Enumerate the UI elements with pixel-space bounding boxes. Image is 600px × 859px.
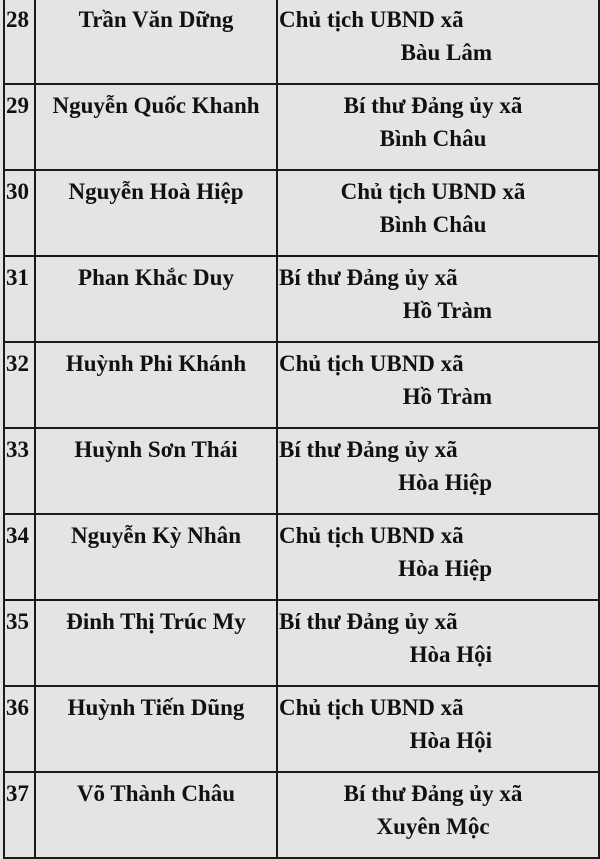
table-row: 30 Nguyễn Hoà Hiệp Chủ tịch UBND xã Bình… xyxy=(3,169,600,257)
row-number: 37 xyxy=(3,771,36,859)
position-title: Chủ tịch UBND xã xyxy=(279,351,464,376)
commune-name: Bàu Lâm xyxy=(400,40,492,65)
position-cell: Chủ tịch UBND xã Bàu Lâm xyxy=(276,0,600,85)
position-cell: Bí thư Đảng ủy xã Xuyên Mộc xyxy=(276,771,600,859)
row-number: 28 xyxy=(3,0,36,85)
commune-name: Hòa Hội xyxy=(409,728,492,753)
position-cell: Bí thư Đảng ủy xã Hòa Hiệp xyxy=(276,427,600,515)
position-cell: Chủ tịch UBND xã Bình Châu xyxy=(276,169,600,257)
position-title: Chủ tịch UBND xã xyxy=(279,695,464,720)
official-name: Phan Khắc Duy xyxy=(34,255,278,343)
position-title: Chủ tịch UBND xã xyxy=(340,179,526,204)
table-row: 31 Phan Khắc Duy Bí thư Đảng ủy xã Hồ Tr… xyxy=(3,255,600,343)
position-title: Bí thư Đảng ủy xã xyxy=(279,437,458,462)
position-cell: Bí thư Đảng ủy xã Hòa Hội xyxy=(276,599,600,687)
position-title: Chủ tịch UBND xã xyxy=(279,523,464,548)
official-name: Huỳnh Tiến Dũng xyxy=(34,685,278,773)
commune-name: Xuyên Mộc xyxy=(376,814,490,839)
table-row: 33 Huỳnh Sơn Thái Bí thư Đảng ủy xã Hòa … xyxy=(3,427,600,515)
table-row: 35 Đinh Thị Trúc My Bí thư Đảng ủy xã Hò… xyxy=(3,599,600,687)
official-name: Huỳnh Sơn Thái xyxy=(34,427,278,515)
row-number: 36 xyxy=(3,685,36,773)
official-name: Nguyễn Quốc Khanh xyxy=(34,83,278,171)
official-name: Huỳnh Phi Khánh xyxy=(34,341,278,429)
position-title: Bí thư Đảng ủy xã xyxy=(343,781,523,806)
position-cell: Chủ tịch UBND xã Hòa Hội xyxy=(276,685,600,773)
position-cell: Chủ tịch UBND xã Hòa Hiệp xyxy=(276,513,600,601)
position-title: Chủ tịch UBND xã xyxy=(279,7,464,32)
row-number: 32 xyxy=(3,341,36,429)
table-row: 34 Nguyễn Kỳ Nhân Chủ tịch UBND xã Hòa H… xyxy=(3,513,600,601)
official-name: Nguyễn Hoà Hiệp xyxy=(34,169,278,257)
commune-name: Bình Châu xyxy=(379,126,487,151)
row-number: 30 xyxy=(3,169,36,257)
official-name: Võ Thành Châu xyxy=(34,771,278,859)
row-number: 31 xyxy=(3,255,36,343)
commune-name: Hồ Tràm xyxy=(402,298,492,323)
position-cell: Bí thư Đảng ủy xã Hồ Tràm xyxy=(276,255,600,343)
table-row: 32 Huỳnh Phi Khánh Chủ tịch UBND xã Hồ T… xyxy=(3,341,600,429)
commune-name: Hòa Hiệp xyxy=(398,470,492,495)
row-number: 35 xyxy=(3,599,36,687)
table-row: 29 Nguyễn Quốc Khanh Bí thư Đảng ủy xã B… xyxy=(3,83,600,171)
position-cell: Bí thư Đảng ủy xã Bình Châu xyxy=(276,83,600,171)
position-title: Bí thư Đảng ủy xã xyxy=(279,609,458,634)
position-title: Bí thư Đảng ủy xã xyxy=(343,93,523,118)
position-cell: Chủ tịch UBND xã Hồ Tràm xyxy=(276,341,600,429)
table-row: 28 Trần Văn Dững Chủ tịch UBND xã Bàu Lâ… xyxy=(3,0,600,85)
official-name: Trần Văn Dững xyxy=(34,0,278,85)
commune-name: Hòa Hội xyxy=(409,642,492,667)
table-row: 37 Võ Thành Châu Bí thư Đảng ủy xã Xuyên… xyxy=(3,771,600,859)
position-title: Bí thư Đảng ủy xã xyxy=(279,265,458,290)
row-number: 29 xyxy=(3,83,36,171)
official-name: Đinh Thị Trúc My xyxy=(34,599,278,687)
table-row: 36 Huỳnh Tiến Dũng Chủ tịch UBND xã Hòa … xyxy=(3,685,600,773)
row-number: 33 xyxy=(3,427,36,515)
commune-name: Bình Châu xyxy=(379,212,487,237)
row-number: 34 xyxy=(3,513,36,601)
officials-table: 28 Trần Văn Dững Chủ tịch UBND xã Bàu Lâ… xyxy=(3,0,600,859)
commune-name: Hòa Hiệp xyxy=(398,556,492,581)
commune-name: Hồ Tràm xyxy=(402,384,492,409)
official-name: Nguyễn Kỳ Nhân xyxy=(34,513,278,601)
